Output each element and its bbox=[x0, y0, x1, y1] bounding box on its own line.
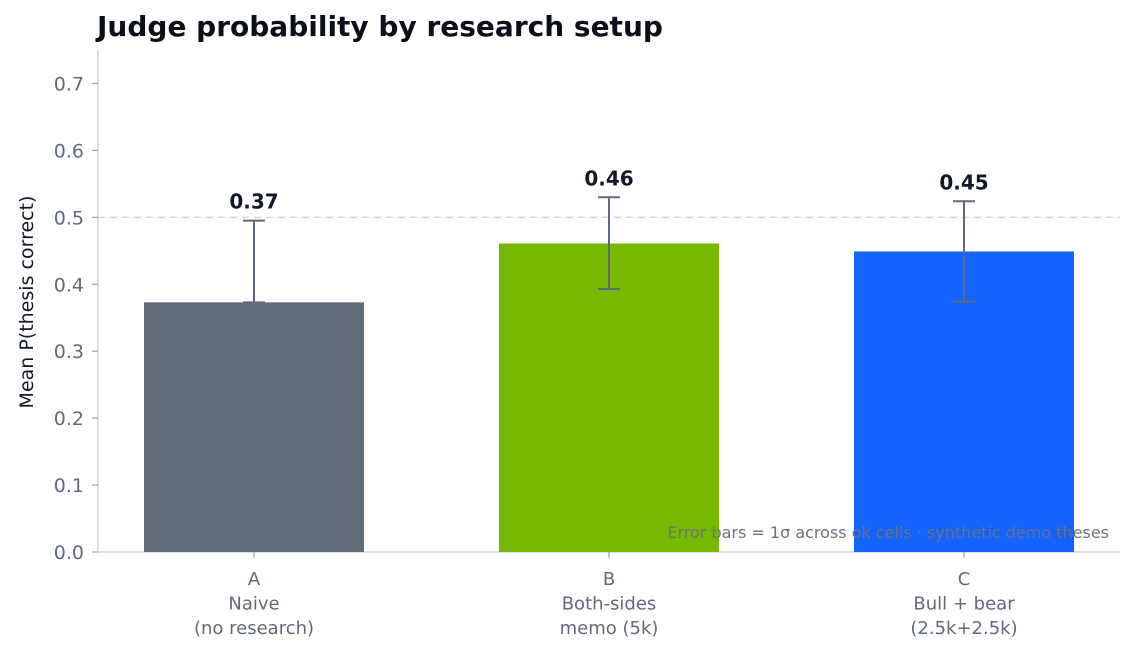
x-tick-sublabel: Both-sides bbox=[562, 594, 657, 615]
data-labels: 0.37 0.46 0.45 bbox=[229, 166, 988, 213]
y-tick-label: 0.4 bbox=[54, 274, 84, 296]
y-tick-label: 0.5 bbox=[54, 207, 84, 229]
data-label-C: 0.45 bbox=[939, 170, 988, 194]
bar-B bbox=[499, 243, 719, 553]
chart-title: Judge probability by research setup bbox=[97, 10, 663, 43]
chart-annotation: Error bars = 1σ across ok cells · synthe… bbox=[667, 523, 1109, 542]
y-tick-label: 0.0 bbox=[54, 542, 84, 564]
x-tick-label-A: A bbox=[248, 569, 261, 590]
y-tick-label: 0.1 bbox=[54, 475, 84, 497]
y-axis-label: Mean P(thesis correct) bbox=[16, 196, 38, 409]
x-tick-sublabel: Bull + bear bbox=[913, 594, 1015, 615]
y-tick-label: 0.3 bbox=[54, 341, 84, 363]
y-tick-label: 0.6 bbox=[54, 140, 84, 162]
error-bars bbox=[243, 196, 975, 304]
y-tick-label: 0.7 bbox=[54, 73, 84, 95]
x-tick-sublabel: Naive bbox=[228, 594, 279, 615]
x-tick-label-B: B bbox=[603, 569, 615, 590]
data-label-B: 0.46 bbox=[584, 166, 633, 190]
x-tick-sublabel: memo (5k) bbox=[560, 618, 659, 639]
data-label-A: 0.37 bbox=[229, 190, 278, 214]
y-tick-label: 0.2 bbox=[54, 408, 84, 430]
x-tick-sublabel: (no research) bbox=[194, 618, 314, 639]
bar-A bbox=[144, 302, 364, 552]
x-tick-label-C: C bbox=[958, 569, 971, 590]
x-tick-sublabel: (2.5k+2.5k) bbox=[910, 618, 1017, 639]
